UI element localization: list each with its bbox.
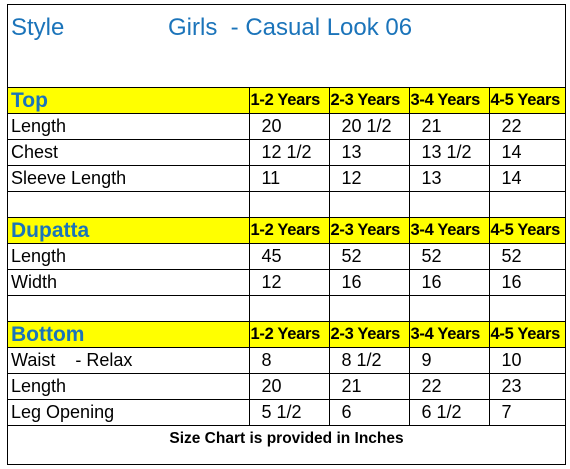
measurement-value: 13 [329, 139, 410, 166]
empty-cell [8, 191, 250, 218]
measurement-value: 52 [329, 243, 410, 270]
measurement-label: Leg Opening [8, 399, 250, 426]
table-row: Sleeve Length 11 12 13 14 [8, 165, 565, 192]
measurement-value: 21 [409, 113, 490, 140]
section-title: Bottom [8, 321, 250, 348]
page-title: Girls - Casual Look 06 [168, 14, 413, 41]
measurement-value: 22 [409, 373, 490, 400]
size-header: 1-2 Years [249, 217, 330, 244]
size-header: 4-5 Years [489, 88, 565, 114]
size-header: 3-4 Years [409, 88, 490, 114]
measurement-value: 13 [409, 165, 490, 192]
measurement-value: 20 [249, 373, 330, 400]
measurement-value: 8 1/2 [329, 347, 410, 374]
measurement-value: 6 1/2 [409, 399, 490, 426]
table-row: Waist - Relax 8 8 1/2 9 10 [8, 347, 565, 374]
measurement-value: 14 [489, 139, 565, 166]
measurement-value: 52 [489, 243, 565, 270]
empty-cell [329, 295, 410, 322]
empty-cell [489, 295, 565, 322]
style-label: Style [11, 14, 65, 41]
empty-cell [409, 295, 490, 322]
measurement-value: 16 [409, 269, 490, 296]
measurement-value: 12 1/2 [249, 139, 330, 166]
measurement-label: Chest [8, 139, 250, 166]
section-header-dupatta: Dupatta 1-2 Years 2-3 Years 3-4 Years 4-5 Ye… [8, 217, 565, 244]
measurement-value: 22 [489, 113, 565, 140]
section-header-bottom: Bottom 1-2 Years 2-3 Years 3-4 Years 4-5 Yea… [8, 321, 565, 348]
table-row: Leg Opening 5 1/2 6 6 1/2 7 [8, 399, 565, 426]
empty-cell [489, 191, 565, 218]
table-row: Width 12 16 16 16 [8, 269, 565, 296]
size-header: 3-4 Years [409, 321, 490, 348]
size-header: 4-5 Years [489, 217, 565, 244]
measurement-label: Length [8, 373, 250, 400]
title-row: Style Girls - Casual Look 06 [8, 5, 565, 88]
measurement-label: Sleeve Length [8, 165, 250, 192]
measurement-value: 9 [409, 347, 490, 374]
measurement-value: 16 [489, 269, 565, 296]
measurement-value: 13 1/2 [409, 139, 490, 166]
table-row: Length 45 52 52 52 [8, 243, 565, 270]
measurement-value: 8 [249, 347, 330, 374]
table-row: Chest 12 1/2 13 13 1/2 14 [8, 139, 565, 166]
empty-cell [8, 295, 250, 322]
footer-note: Size Chart is provided in Inches [169, 430, 404, 447]
measurement-label: Length [8, 113, 250, 140]
section-title: Dupatta [8, 217, 250, 244]
measurement-label: Width [8, 269, 250, 296]
empty-cell [409, 191, 490, 218]
measurement-value: 52 [409, 243, 490, 270]
measurement-value: 11 [249, 165, 330, 192]
measurement-value: 23 [489, 373, 565, 400]
empty-cell [249, 295, 330, 322]
size-header: 2-3 Years [329, 88, 410, 114]
measurement-value: 45 [249, 243, 330, 270]
section-title: Top [8, 88, 250, 114]
measurement-value: 7 [489, 399, 565, 426]
size-header: 3-4 Years [409, 217, 490, 244]
measurement-value: 10 [489, 347, 565, 374]
measurement-value: 5 1/2 [249, 399, 330, 426]
size-header: 4-5 Years [489, 321, 565, 348]
size-header: 1-2 Years [249, 321, 330, 348]
size-header: 2-3 Years [329, 321, 410, 348]
size-table: Top 1-2 Years 2-3 Years 3-4 Years 4-5 Years L… [8, 88, 565, 426]
measurement-label: Waist - Relax [8, 347, 250, 374]
table-row: Length 20 21 22 23 [8, 373, 565, 400]
table-row: Length 20 20 1/2 21 22 [8, 113, 565, 140]
measurement-value: 12 [249, 269, 330, 296]
size-chart-sheet: Style Girls - Casual Look 06 Top 1-2 Year… [7, 4, 566, 465]
section-header-top: Top 1-2 Years 2-3 Years 3-4 Years 4-5 Years [8, 88, 565, 114]
measurement-value: 6 [329, 399, 410, 426]
measurement-value: 12 [329, 165, 410, 192]
measurement-value: 20 1/2 [329, 113, 410, 140]
size-header: 1-2 Years [249, 88, 330, 114]
spacer-row [8, 191, 565, 218]
size-header: 2-3 Years [329, 217, 410, 244]
measurement-value: 14 [489, 165, 565, 192]
empty-cell [249, 191, 330, 218]
measurement-value: 21 [329, 373, 410, 400]
measurement-value: 16 [329, 269, 410, 296]
spacer-row [8, 295, 565, 322]
empty-cell [329, 191, 410, 218]
measurement-label: Length [8, 243, 250, 270]
measurement-value: 20 [249, 113, 330, 140]
